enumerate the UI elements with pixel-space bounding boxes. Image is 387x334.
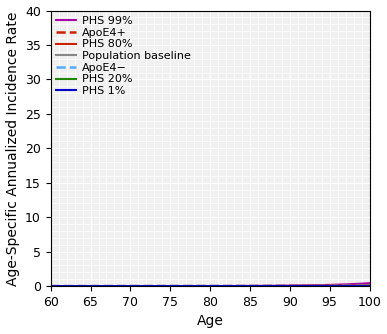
PHS 1% xyxy=(238,284,243,288)
PHS 80% xyxy=(48,284,53,288)
PHS 20% xyxy=(367,284,372,288)
ApoE4− xyxy=(238,284,243,288)
ApoE4+ xyxy=(221,284,226,288)
ApoE4− xyxy=(221,284,226,288)
PHS 99% xyxy=(367,281,372,285)
Population baseline xyxy=(360,284,364,288)
ApoE4+ xyxy=(202,284,206,288)
PHS 80% xyxy=(238,284,243,288)
PHS 99% xyxy=(360,282,364,286)
Line: PHS 99%: PHS 99% xyxy=(51,283,370,286)
Population baseline xyxy=(367,284,372,288)
Line: PHS 80%: PHS 80% xyxy=(51,285,370,286)
PHS 20% xyxy=(221,284,226,288)
Population baseline xyxy=(221,284,226,288)
PHS 80% xyxy=(360,284,364,288)
PHS 20% xyxy=(200,284,204,288)
ApoE4+ xyxy=(360,283,364,287)
PHS 20% xyxy=(202,284,206,288)
PHS 99% xyxy=(48,284,53,288)
ApoE4− xyxy=(200,284,204,288)
PHS 80% xyxy=(367,283,372,287)
Population baseline xyxy=(238,284,243,288)
PHS 1% xyxy=(310,284,314,288)
PHS 20% xyxy=(238,284,243,288)
PHS 20% xyxy=(360,284,364,288)
PHS 1% xyxy=(221,284,226,288)
ApoE4+ xyxy=(200,284,204,288)
ApoE4+ xyxy=(48,284,53,288)
PHS 1% xyxy=(200,284,204,288)
PHS 20% xyxy=(48,284,53,288)
Legend: PHS 99%, ApoE4+, PHS 80%, Population baseline, ApoE4−, PHS 20%, PHS 1%: PHS 99%, ApoE4+, PHS 80%, Population bas… xyxy=(54,14,193,98)
ApoE4+ xyxy=(367,283,372,287)
ApoE4− xyxy=(310,284,314,288)
Population baseline xyxy=(200,284,204,288)
ApoE4− xyxy=(202,284,206,288)
PHS 99% xyxy=(202,284,206,288)
Line: ApoE4+: ApoE4+ xyxy=(51,285,370,286)
PHS 80% xyxy=(310,284,314,288)
X-axis label: Age: Age xyxy=(197,314,224,328)
ApoE4− xyxy=(48,284,53,288)
PHS 80% xyxy=(200,284,204,288)
Population baseline xyxy=(202,284,206,288)
PHS 1% xyxy=(360,284,364,288)
PHS 80% xyxy=(202,284,206,288)
PHS 20% xyxy=(310,284,314,288)
PHS 99% xyxy=(238,284,243,288)
PHS 1% xyxy=(202,284,206,288)
ApoE4− xyxy=(367,284,372,288)
ApoE4+ xyxy=(310,284,314,288)
PHS 99% xyxy=(221,284,226,288)
PHS 1% xyxy=(367,284,372,288)
PHS 99% xyxy=(200,284,204,288)
PHS 99% xyxy=(310,283,314,287)
Population baseline xyxy=(310,284,314,288)
Population baseline xyxy=(48,284,53,288)
ApoE4− xyxy=(360,284,364,288)
ApoE4+ xyxy=(238,284,243,288)
Y-axis label: Age-Specific Annualized Incidence Rate: Age-Specific Annualized Incidence Rate xyxy=(5,11,20,286)
PHS 1% xyxy=(48,284,53,288)
PHS 80% xyxy=(221,284,226,288)
